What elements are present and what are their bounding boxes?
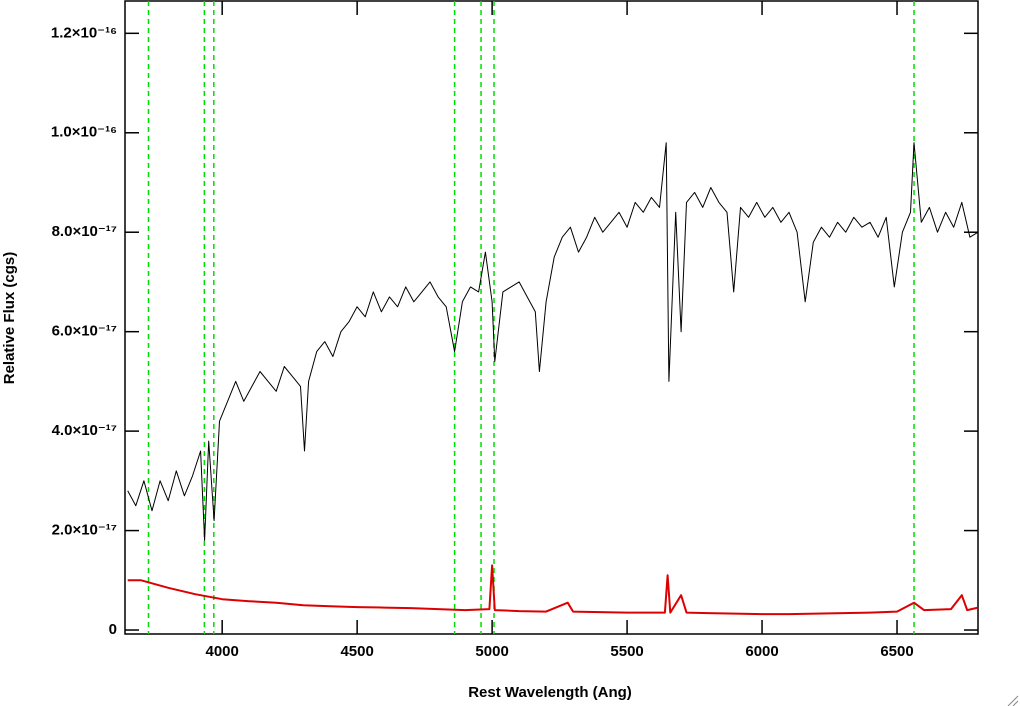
y-tick-label: 2.0×10⁻¹⁷	[52, 522, 117, 539]
resize-grip	[1007, 695, 1019, 706]
y-tick-label: 0	[109, 621, 117, 638]
x-axis-label: Rest Wavelength (Ang)	[468, 684, 632, 701]
x-tick-label: 6000	[745, 643, 778, 660]
spectrum-line	[127, 142, 979, 541]
plot-frame	[124, 0, 979, 635]
x-tick-label: 4500	[340, 643, 373, 660]
spectrum-line	[127, 564, 979, 616]
y-tick-label: 1.2×10⁻¹⁶	[51, 24, 117, 41]
y-tick-label: 1.0×10⁻¹⁶	[51, 124, 117, 141]
x-tick-label: 4000	[205, 643, 238, 660]
y-axis-label: Relative Flux (cgs)	[1, 252, 18, 385]
y-tick-label: 6.0×10⁻¹⁷	[52, 323, 117, 340]
y-tick-label: 8.0×10⁻¹⁷	[52, 223, 117, 240]
y-tick-label: 4.0×10⁻¹⁷	[52, 422, 117, 439]
x-tick-label: 5500	[610, 643, 643, 660]
x-tick-label: 6500	[880, 643, 913, 660]
x-tick-label: 5000	[475, 643, 508, 660]
